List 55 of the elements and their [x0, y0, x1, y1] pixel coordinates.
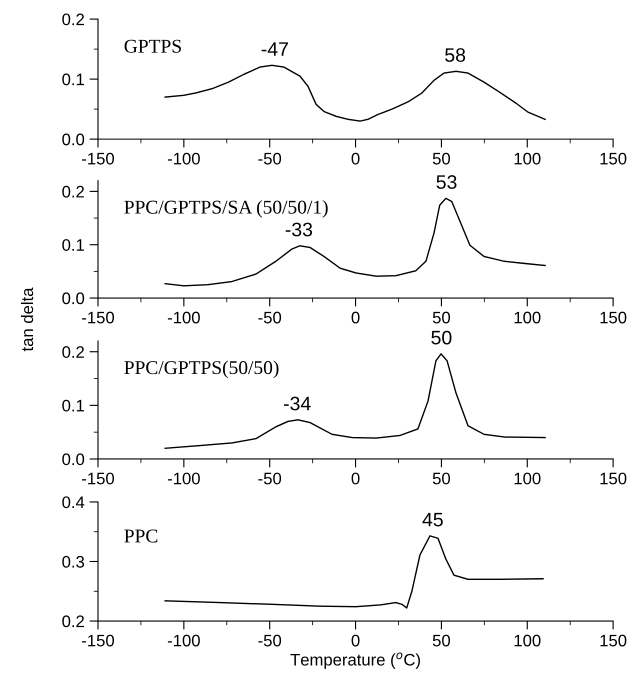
annotation: -47: [262, 42, 288, 56]
annotation: 50: [431, 330, 452, 344]
y-tick-label: 0.2: [62, 13, 84, 26]
x-tick-label: -50: [258, 152, 282, 165]
x-tick-label: -50: [258, 312, 282, 324]
y-tick-label: 0.0: [62, 453, 84, 466]
series-label: PPC/GPTPS/SA (50/50/1): [124, 200, 328, 218]
x-tick-label: -150: [82, 152, 114, 165]
y-tick-label: 0.0: [62, 292, 84, 304]
x-tick-label: 50: [432, 634, 450, 646]
x-tick-label: -100: [168, 312, 200, 324]
x-tick-label: 0: [352, 472, 360, 484]
text: PPC: [124, 529, 158, 543]
y-tick-label: 0.4: [62, 496, 84, 508]
y-tick-label: 0.3: [62, 556, 84, 568]
x-axis-title: Temperature ($^{o}$C): [290, 652, 420, 669]
x-tick-label: 0: [352, 312, 360, 324]
y-axis-title: tan delta: [20, 288, 34, 352]
x-tick-label: 100: [514, 634, 541, 646]
x-tick-label: 150: [600, 152, 626, 165]
line-series: [164, 535, 544, 609]
y-tick-label: 0.2: [62, 346, 84, 358]
annotation: -34: [284, 396, 311, 410]
x-tick-label: -100: [168, 472, 200, 484]
y-tick-label: 0.2: [62, 615, 84, 628]
y-tick-label: 0.0: [62, 134, 84, 146]
x-tick-label: 100: [514, 472, 541, 484]
x-tick-label: -50: [258, 634, 282, 646]
annotation: -33: [286, 222, 312, 236]
x-tick-label: -100: [168, 152, 200, 165]
x-tick-label: 150: [600, 472, 626, 484]
x-tick-label: 50: [432, 312, 450, 324]
x-tick-label: -50: [258, 472, 282, 484]
text: PPC/GPTPS(50/50): [124, 360, 278, 378]
x-tick-label: -150: [82, 634, 114, 646]
x-tick-label: 50: [432, 152, 450, 165]
text: GPTPS: [124, 40, 181, 53]
x-tick-label: 0: [352, 152, 360, 165]
y-tick-label: 0.1: [62, 239, 84, 251]
annotation: 53: [436, 175, 457, 189]
x-tick-label: 150: [600, 312, 626, 324]
x-tick-label: 100: [514, 312, 541, 324]
x-tick-label: 50: [432, 472, 450, 484]
annotation: 45: [422, 512, 443, 526]
line-series: [164, 64, 546, 122]
y-tick-label: 0.2: [62, 186, 84, 198]
annotation: 58: [445, 48, 466, 62]
x-tick-label: 100: [514, 152, 541, 165]
x-tick-label: -150: [82, 472, 114, 484]
y-tick-label: 0.1: [62, 400, 84, 412]
x-tick-label: 150: [600, 634, 626, 646]
x-tick-label: 0: [352, 634, 360, 646]
x-tick-label: -150: [82, 312, 114, 324]
x-tick-label: -100: [168, 634, 200, 646]
y-tick-label: 0.1: [62, 74, 84, 86]
